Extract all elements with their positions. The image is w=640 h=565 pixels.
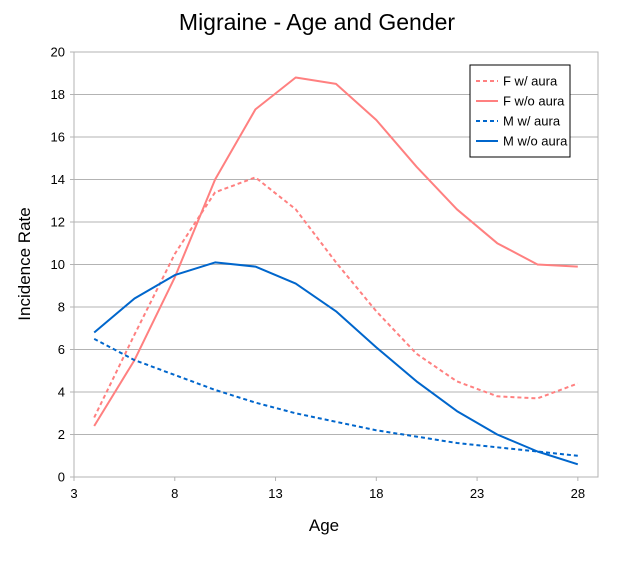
legend-label-4: M w/o aura	[503, 134, 568, 149]
x-tick-label-3: 3	[70, 486, 77, 501]
x-tick-label-23: 23	[470, 486, 484, 501]
y-tick-label-20: 20	[51, 45, 65, 60]
legend: F w/ aura F w/o aura M w/ aura M w/o aura	[469, 64, 571, 158]
axes	[70, 51, 599, 481]
series-line-1	[93, 176, 579, 418]
x-tick-label-8: 8	[171, 486, 178, 501]
legend-label-2: F w/o aura	[503, 94, 565, 109]
plot-border	[73, 51, 599, 478]
series-line-2	[93, 76, 578, 427]
y-tick-label-10: 10	[51, 257, 65, 272]
x-tick-label-18: 18	[369, 486, 383, 501]
tick-labels: 0 2 4 6 8 10 12 14 16 18 20 3 8 13 18 23 28	[51, 45, 586, 502]
y-tick-label-2: 2	[58, 427, 65, 442]
x-tick-label-28: 28	[571, 486, 585, 501]
y-tick-label-4: 4	[58, 385, 65, 400]
x-axis-label: Age	[309, 516, 339, 535]
y-tick-label-6: 6	[58, 342, 65, 357]
legend-label-1: F w/ aura	[503, 74, 558, 89]
y-axis-label: Incidence Rate	[15, 207, 34, 320]
chart-title: Migraine - Age and Gender	[179, 9, 456, 35]
y-tick-label-0: 0	[58, 470, 65, 485]
y-tick-label-18: 18	[51, 87, 65, 102]
x-tick-label-13: 13	[268, 486, 282, 501]
y-tick-label-8: 8	[58, 300, 65, 315]
series-lines	[93, 76, 579, 466]
y-tick-label-12: 12	[51, 215, 65, 230]
y-tick-label-16: 16	[51, 130, 65, 145]
y-tick-label-14: 14	[51, 172, 65, 187]
legend-label-3: M w/ aura	[503, 114, 561, 129]
series-line-4	[93, 261, 579, 466]
